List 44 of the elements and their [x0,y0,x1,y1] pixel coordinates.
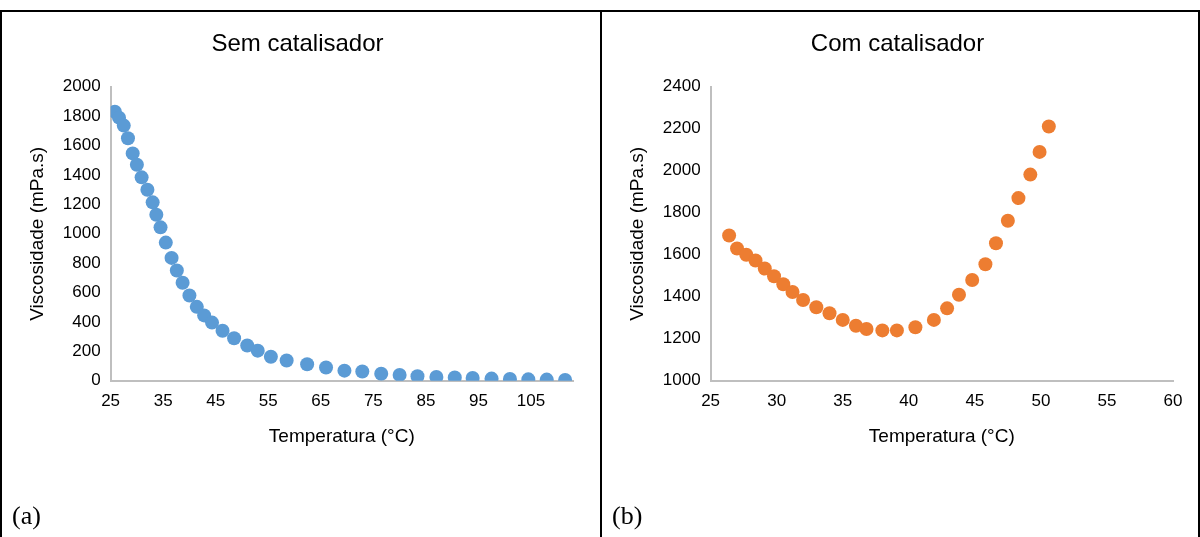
x-tick-label: 60 [1163,390,1183,410]
y-tick-label: 200 [72,341,101,361]
chart-title: Sem catalisador [211,29,384,57]
y-tick-label: 1400 [662,286,701,306]
chart-title: Com catalisador [810,29,985,57]
y-tick-label: 1000 [62,223,101,243]
y-tick-label: 2200 [662,118,701,138]
x-axis-title: Temperatura (°C) [268,424,415,446]
text: (b) [612,501,643,531]
y-tick-label: 1800 [662,202,701,222]
x-tick-label: 55 [258,390,278,410]
y-tick-label: 2000 [62,76,101,96]
x-tick-label: 95 [468,390,488,410]
x-tick-label: 40 [899,390,919,410]
y-tick-label: 1000 [662,370,701,390]
y-tick-label: 2000 [662,160,701,180]
y-tick-label: 1200 [62,194,101,214]
y-tick-label: 1200 [662,328,701,348]
y-tick-label: 600 [72,282,101,302]
y-tick-label: 1600 [662,244,701,264]
x-tick-label: 45 [206,390,226,410]
x-tick-label: 105 [516,390,546,410]
y-tick-label: 2400 [662,76,701,96]
y-tick-label: 1600 [62,135,101,155]
text: (a) [12,501,41,531]
y-tick-label: 800 [72,252,101,272]
x-axis-title: Temperatura (°C) [868,424,1015,446]
x-tick-label: 30 [767,390,787,410]
x-tick-label: 85 [416,390,436,410]
y-axis-title: Viscosidade (mPa.s) [25,146,47,321]
y-tick-label: 1400 [62,164,101,184]
x-tick-label: 75 [363,390,383,410]
x-tick-label: 65 [311,390,331,410]
x-tick-label: 25 [701,390,721,410]
y-tick-label: 1800 [62,105,101,125]
x-tick-label: 35 [833,390,853,410]
y-tick-label: 400 [72,311,101,331]
x-tick-label: 35 [153,390,173,410]
x-tick-label: 55 [1097,390,1117,410]
x-tick-label: 45 [965,390,985,410]
x-tick-label: 50 [1031,390,1051,410]
y-axis-title: Viscosidade (mPa.s) [625,146,647,321]
y-tick-label: 0 [91,370,101,390]
x-tick-label: 25 [101,390,121,410]
